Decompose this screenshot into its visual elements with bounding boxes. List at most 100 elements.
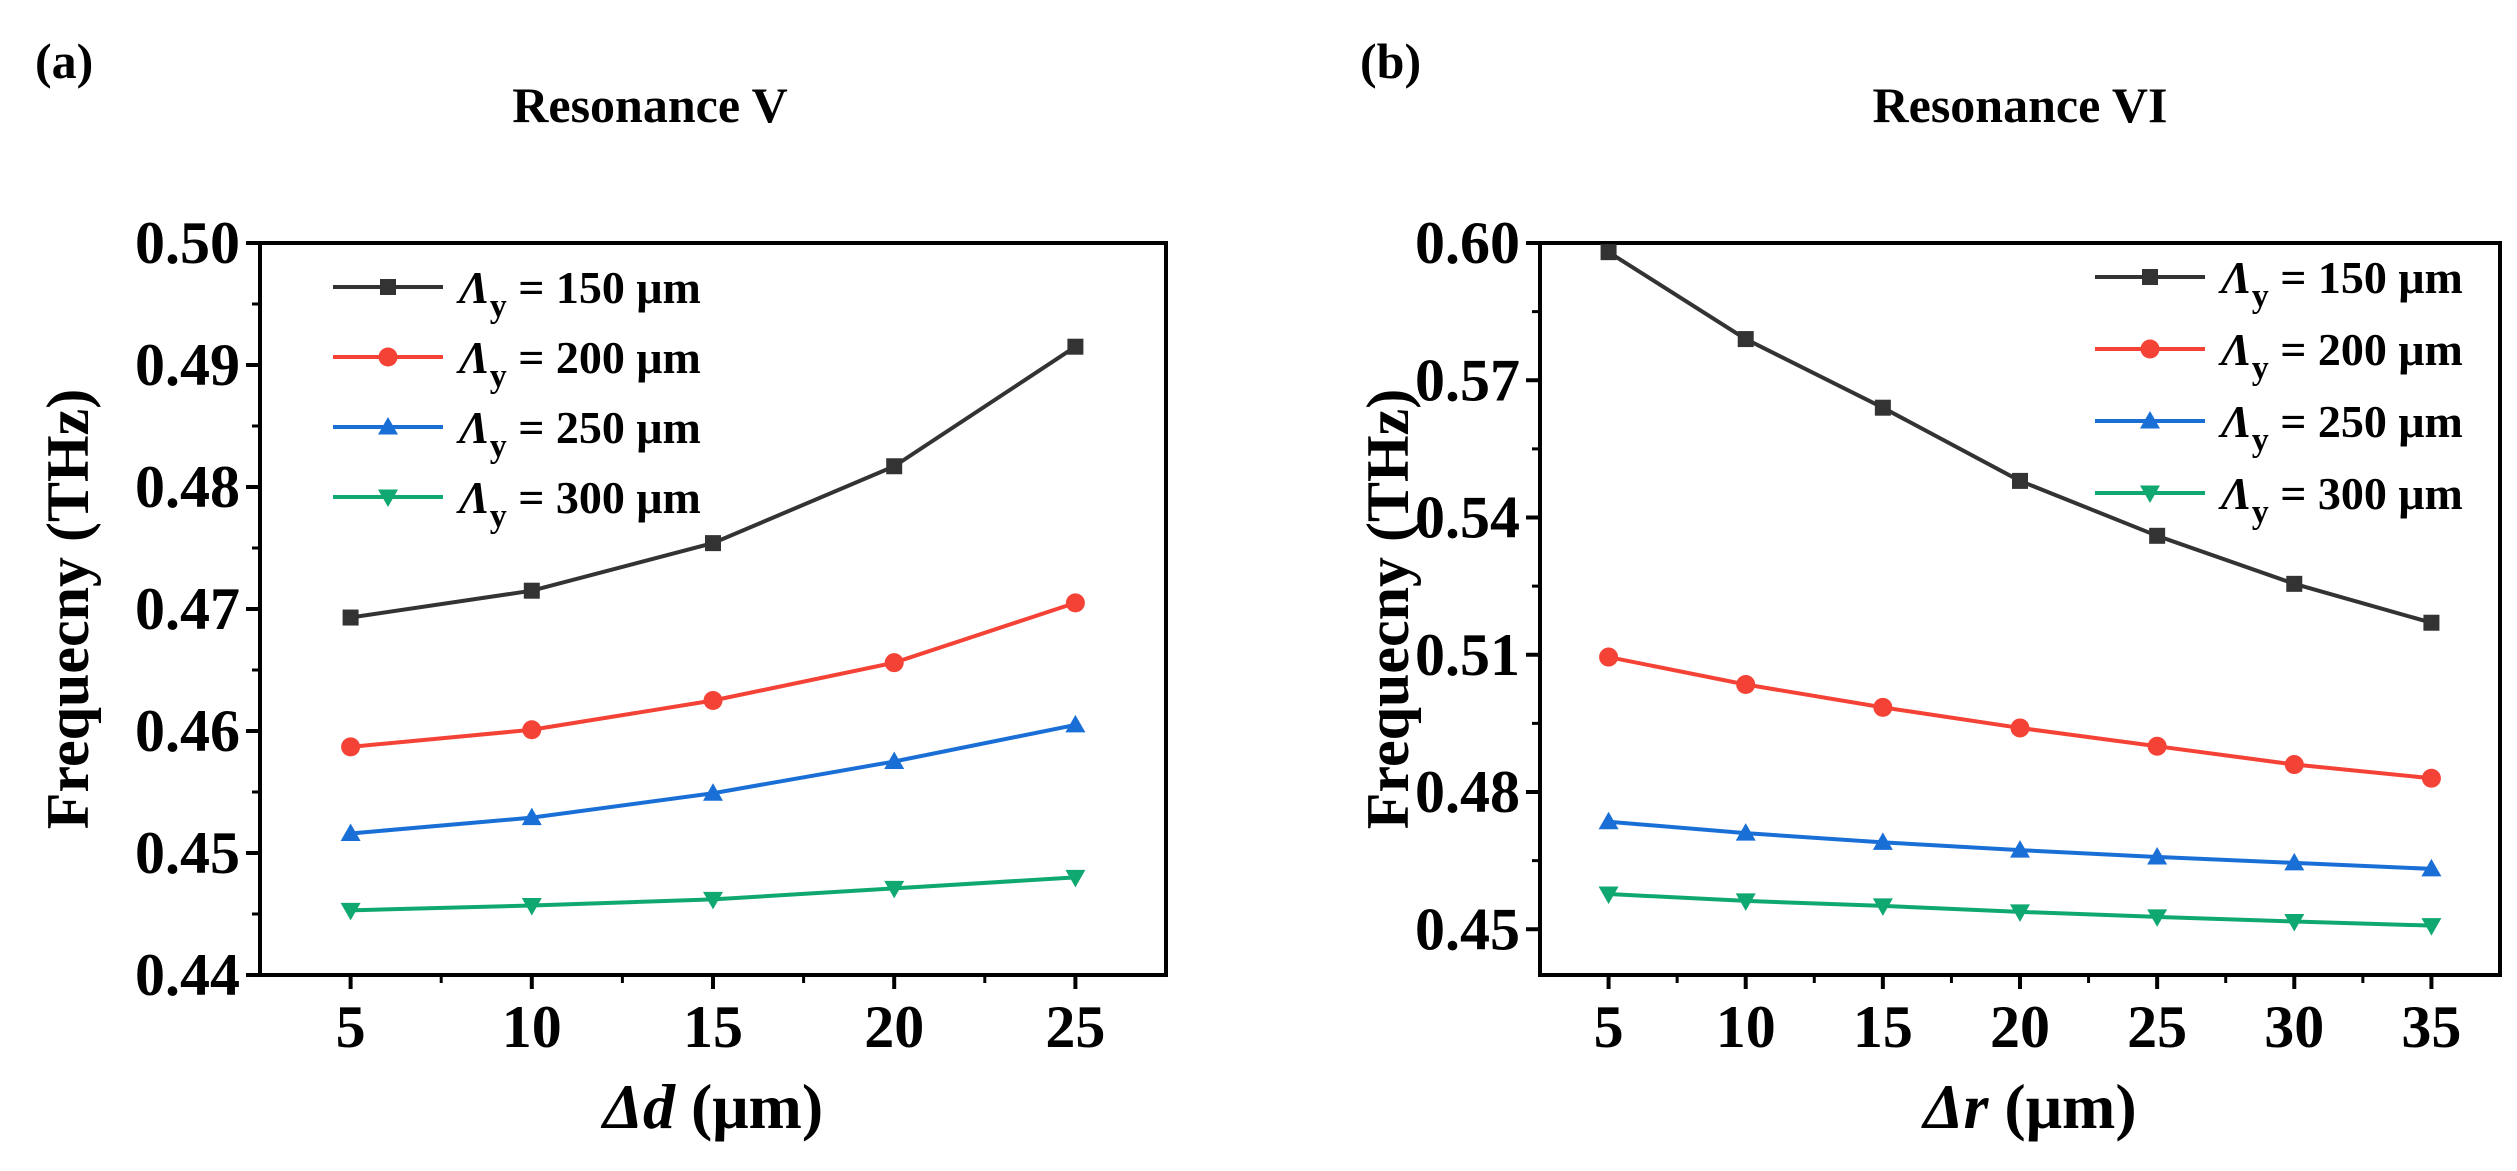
legend-label: Λy = 250 μm [2218, 396, 2463, 459]
data-point [521, 897, 542, 916]
data-point [2421, 858, 2442, 877]
data-point [884, 880, 905, 899]
y-tick-label: 0.48 [135, 454, 240, 520]
legend-value: = 200 μm [2269, 324, 2463, 375]
x-tick-label: 10 [1716, 994, 1776, 1060]
x-tick-label: 20 [1990, 994, 2050, 1060]
legend-var: Λ [2218, 252, 2252, 303]
y-tick-label: 0.57 [1415, 347, 1520, 413]
panel-label: (a) [35, 33, 93, 89]
data-point [2012, 472, 2028, 489]
legend-sub: y [2252, 494, 2269, 531]
legend-value: = 300 μm [507, 472, 701, 523]
legend-marker [378, 347, 398, 367]
x-axis-unit: (μm) [675, 1071, 823, 1142]
data-point [1065, 714, 1086, 733]
x-tick-label: 5 [1594, 994, 1624, 1060]
x-axis-label: Δr (μm) [1920, 1071, 2136, 1142]
x-tick-label: 15 [683, 994, 743, 1060]
legend-sub: y [2252, 350, 2269, 387]
legend-sub: y [490, 288, 507, 325]
data-point [1735, 893, 1756, 911]
y-tick-label: 0.54 [1415, 485, 1520, 551]
legend-label: Λy = 250 μm [456, 402, 701, 465]
data-point [2010, 718, 2030, 738]
y-tick-label: 0.45 [1415, 896, 1520, 962]
chart-panel-b: (b) Resonance VI 0.45 0.48 0.51 0.54 0.57 0.60 5… [1355, 33, 2502, 1142]
data-point [1735, 823, 1756, 841]
data-point [521, 807, 542, 826]
y-tick-label: 0.49 [135, 332, 240, 398]
data-point [2147, 909, 2168, 927]
legend-value: = 250 μm [507, 402, 701, 453]
legend-var: Λ [2218, 468, 2252, 519]
data-point [340, 902, 361, 921]
legend-var: Λ [456, 472, 490, 523]
data-point [341, 737, 361, 757]
series-line [350, 601, 1077, 749]
data-point [2284, 913, 2305, 932]
legend-marker [2140, 339, 2160, 359]
data-point [2284, 852, 2305, 871]
y-tick-label: 0.51 [1415, 622, 1520, 688]
legend-sub: y [490, 358, 507, 395]
legend-marker [2142, 269, 2158, 285]
data-point [705, 535, 721, 552]
data-point [2010, 840, 2030, 858]
chart-title: Resonance VI [1873, 77, 2168, 133]
legend-marker [380, 279, 396, 295]
legend-sub: y [2252, 278, 2269, 315]
x-tick-label: 5 [336, 994, 366, 1060]
legend-label: Λy = 300 μm [2218, 468, 2463, 531]
data-point [1872, 832, 1893, 850]
data-point [2149, 527, 2166, 544]
data-point [1873, 697, 1893, 717]
legend-var: Λ [456, 332, 490, 383]
data-point [703, 783, 723, 801]
x-tick-label: 25 [1045, 994, 1105, 1060]
data-point [1067, 338, 1084, 355]
y-tick-label: 0.48 [1415, 759, 1520, 825]
x-tick-label: 35 [2401, 994, 2461, 1060]
chart-panel-a: (a) Resonance V 0.44 0.45 0.46 0.47 0.48 0.49 0.… [35, 33, 1168, 1142]
x-axis-variable: Δr [1920, 1071, 1989, 1142]
data-point [2421, 768, 2441, 788]
y-axis-label: Frequecny (THz) [1355, 389, 1421, 829]
data-point [1874, 399, 1891, 416]
legend-var: Λ [2218, 396, 2252, 447]
data-point [2284, 755, 2304, 775]
legend-label: Λy = 200 μm [456, 332, 701, 395]
data-point [1737, 331, 1754, 348]
legend-value: = 300 μm [2269, 468, 2463, 519]
data-point [703, 891, 723, 910]
legend-value: = 200 μm [507, 332, 701, 383]
data-point [522, 720, 542, 740]
legend-marker [2140, 411, 2160, 429]
legend-var: Λ [2218, 324, 2252, 375]
legend-marker [378, 489, 398, 507]
data-point [340, 823, 361, 841]
data-point [2147, 846, 2168, 865]
series-line [350, 722, 1076, 836]
legend-label: Λy = 150 μm [2218, 252, 2463, 315]
legend-label: Λy = 200 μm [2218, 324, 2463, 387]
data-point [1598, 886, 1619, 905]
y-axis-label: Frequecny (THz) [35, 389, 101, 829]
legend-sub: y [490, 498, 507, 535]
data-point [1736, 674, 1756, 694]
data-point [2421, 918, 2442, 936]
data-point [2147, 736, 2167, 756]
legend-value: = 150 μm [2269, 252, 2463, 303]
data-point [523, 582, 540, 599]
data-point [1872, 898, 1893, 916]
x-tick-label: 20 [864, 994, 924, 1060]
legend-var: Λ [456, 402, 490, 453]
data-point [884, 751, 905, 769]
data-point [2423, 614, 2440, 631]
y-tick-label: 0.60 [1415, 210, 1520, 276]
y-tick-label: 0.47 [135, 576, 240, 642]
legend-value: = 250 μm [2269, 396, 2463, 447]
legend-label: Λy = 150 μm [456, 262, 701, 325]
data-point [703, 691, 723, 710]
